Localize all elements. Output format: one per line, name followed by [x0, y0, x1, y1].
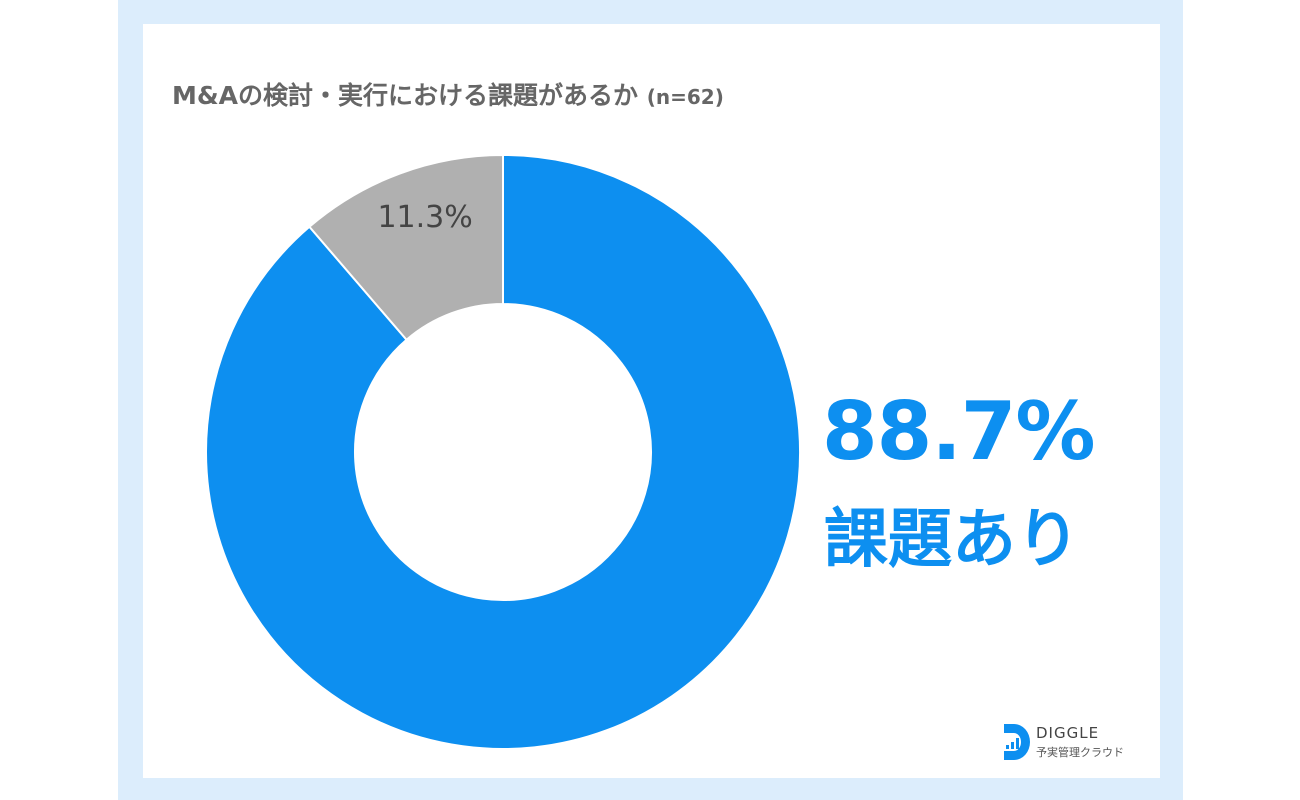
- diggle-logo-icon: [1004, 724, 1030, 760]
- donut-slice-1: [307, 153, 504, 342]
- diggle-logo: DIGGLE 予実管理クラウド: [1000, 722, 1150, 766]
- donut-slice-0: [205, 153, 801, 750]
- logo-subtitle: 予実管理クラウド: [1036, 746, 1124, 759]
- slice-label-1: 11.3%: [377, 200, 472, 235]
- highlight-value: 88.7%: [822, 385, 1096, 478]
- sample-size: (n=62): [646, 85, 724, 109]
- highlight-label: 課題あり: [824, 503, 1080, 577]
- chart-title: M&Aの検討・実行における課題があるか (n=62): [172, 76, 724, 112]
- logo-name: DIGGLE: [1036, 724, 1100, 742]
- chart-title-text: M&Aの検討・実行における課題があるか: [172, 81, 639, 110]
